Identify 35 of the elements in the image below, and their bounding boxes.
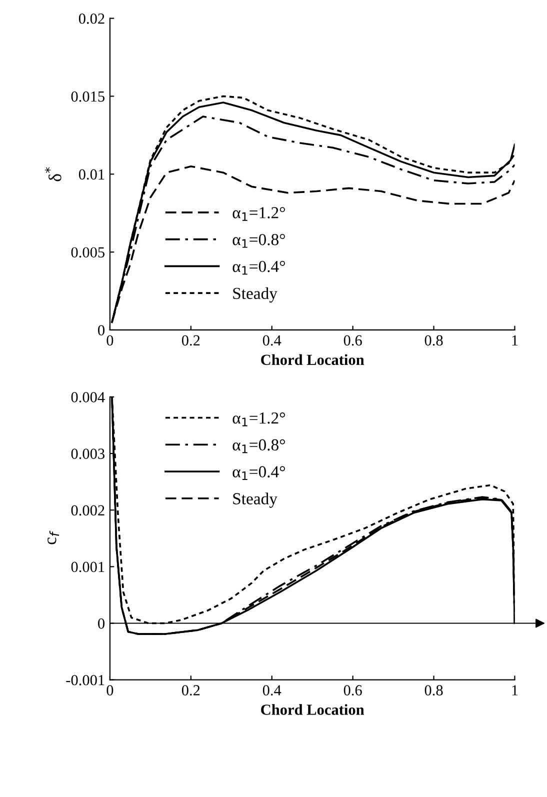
y-tick-label: 0.003 <box>71 448 104 460</box>
y-tick-label: 0.01 <box>78 169 104 180</box>
x-tick-label: 0.8 <box>424 685 443 696</box>
x-tick-label: 0 <box>106 335 114 346</box>
y-axis-title: δ$^{*}$ <box>44 167 62 182</box>
x-tick-label: 0.6 <box>344 335 362 346</box>
y-tick-label: 0.005 <box>71 247 104 258</box>
legend-label: Steady <box>233 287 278 302</box>
x-tick-label: 0.2 <box>182 335 200 346</box>
y-tick-label: 0.001 <box>71 562 104 572</box>
x-tick-label: 1 <box>512 335 518 346</box>
x-tick-label: 1 <box>512 685 518 696</box>
legend-label: Steady <box>233 492 278 508</box>
x-tick-label: 0.6 <box>344 685 362 696</box>
legend-label: α$_{1}$=1.2° <box>232 207 285 221</box>
y-tick-label: 0 <box>98 325 105 336</box>
legend-label: α$_{1}$=1.2° <box>232 412 285 426</box>
legend-label: α$_{1}$=0.4° <box>232 260 285 275</box>
y-tick-label: 0 <box>98 618 105 629</box>
x-axis-title: Chord Location <box>261 354 364 365</box>
y-axis-title: c$_{f}$ <box>48 530 60 544</box>
y-tick-label: 0.004 <box>71 392 105 402</box>
legend-label: α$_{1}$=0.4° <box>232 466 285 480</box>
y-tick-label: 0.015 <box>71 91 104 102</box>
y-tick-label: 0.02 <box>78 13 104 24</box>
y-tick-label: 0.002 <box>71 505 104 516</box>
y-tick-label: -0.001 <box>66 674 104 686</box>
x-tick-label: 0.8 <box>424 335 443 346</box>
legend-label: α$_{1}$=0.8° <box>232 234 285 248</box>
x-tick-label: 0.4 <box>262 685 282 696</box>
x-axis-title: Chord Location <box>261 704 364 715</box>
legend-label: α$_{1}$=0.8° <box>232 439 285 454</box>
x-tick-label: 0.2 <box>182 685 200 696</box>
x-tick-label: 0.4 <box>262 335 282 346</box>
x-tick-label: 0 <box>106 685 114 696</box>
